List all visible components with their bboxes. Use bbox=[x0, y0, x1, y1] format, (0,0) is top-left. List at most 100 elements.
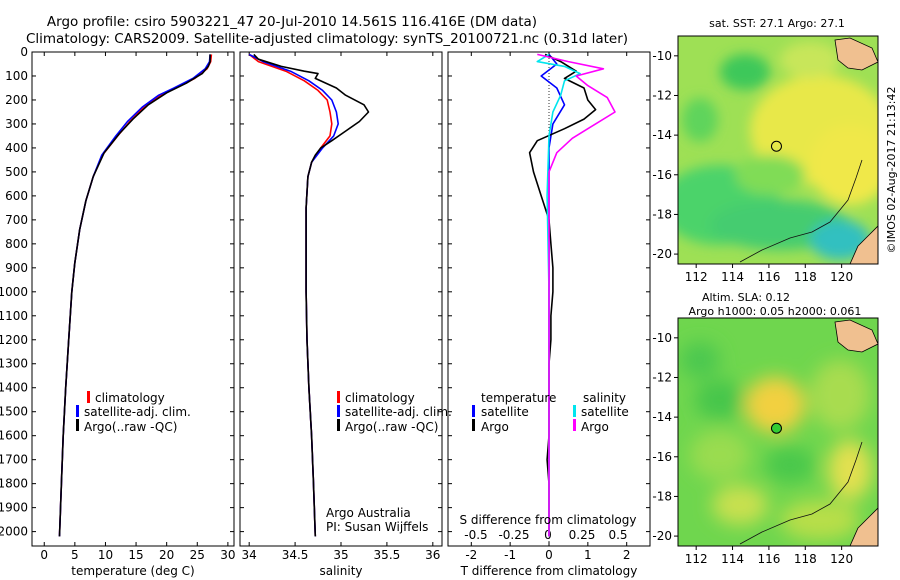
x-tick-label: 34.5 bbox=[282, 548, 309, 562]
x-tick-label: 35.5 bbox=[374, 548, 401, 562]
x-tick-label: 25 bbox=[190, 548, 205, 562]
legend-label: satellite bbox=[481, 405, 529, 419]
s-tick-label: 0.25 bbox=[569, 528, 596, 542]
map-sla-field bbox=[678, 318, 878, 546]
map-sst-island bbox=[834, 37, 878, 71]
map-y-tick-label: -10 bbox=[652, 331, 672, 345]
difference-plot: -2 -1 0 1 2 -0.5 -0.25 0 0.25 0.5 bbox=[464, 52, 631, 562]
depth-tick-label: 1100 bbox=[0, 309, 28, 323]
depth-tick-label: 400 bbox=[5, 141, 28, 155]
map-y-tick-label: -20 bbox=[652, 247, 672, 261]
legend-swatch-argo bbox=[76, 419, 79, 431]
x-tick-label: 15 bbox=[128, 548, 143, 562]
depth-tick-label: 1800 bbox=[0, 477, 28, 491]
salinity-panel-frame bbox=[239, 51, 443, 547]
legend-swatch-sal-argo bbox=[573, 419, 576, 431]
map-sla-axes: 112 114 116 118 120 -10 -12 -14 -16 -18 -20 bbox=[652, 331, 853, 566]
map-y-tick-label: -14 bbox=[652, 410, 672, 424]
map-y-tick-label: -12 bbox=[652, 370, 672, 384]
legend-label: satellite bbox=[581, 405, 629, 419]
series-line-argo-raw-qc- bbox=[253, 53, 370, 537]
legend-label: Argo bbox=[581, 420, 609, 434]
legend-label: climatology bbox=[95, 391, 165, 405]
s-tick-label: -0.5 bbox=[464, 528, 487, 542]
difference-xlabel: T difference from climatology bbox=[460, 564, 638, 578]
x-tick-label: -1 bbox=[504, 548, 516, 562]
series-line-argo-raw-qc- bbox=[58, 54, 211, 537]
depth-tick-label: 1300 bbox=[0, 357, 28, 371]
x-tick-label: 20 bbox=[159, 548, 174, 562]
annotation-pi: PI: Susan Wijffels bbox=[326, 520, 428, 534]
annotation-argo-australia: Argo Australia bbox=[326, 506, 411, 520]
difference-xlabel-top: S difference from climatology bbox=[460, 513, 637, 527]
argo-position-marker bbox=[770, 140, 782, 152]
argo-position-marker bbox=[770, 422, 782, 434]
x-tick-label: -2 bbox=[465, 548, 477, 562]
map-sla-island bbox=[834, 319, 878, 353]
map-sst-contour bbox=[739, 159, 863, 263]
map-x-tick-label: 116 bbox=[757, 270, 780, 284]
map-sst-coast bbox=[849, 225, 878, 264]
depth-tick-label: 2000 bbox=[0, 525, 28, 539]
legend-label: Argo(..raw -QC) bbox=[345, 420, 438, 434]
depth-tick-label: 100 bbox=[5, 69, 28, 83]
x-tick-label: 34 bbox=[242, 548, 257, 562]
depth-tick-label: 200 bbox=[5, 93, 28, 107]
depth-axis: 0 100 200 300 400 500 600 700 800 900 1000 1100 1200… bbox=[0, 45, 650, 539]
temperature-legend: climatology satellite-adj. clim. Argo(..… bbox=[76, 391, 191, 434]
legend-swatch-satellite-adj bbox=[76, 405, 79, 417]
x-tick-label: 0 bbox=[545, 548, 553, 562]
x-tick-label: 36 bbox=[425, 548, 440, 562]
legend-label: satellite-adj. clim. bbox=[345, 405, 452, 419]
legend-swatch-climatology bbox=[337, 391, 340, 403]
depth-tick-label: 900 bbox=[5, 261, 28, 275]
map-sst-axes: 112 114 116 118 120 -10 -12 -14 -16 -18 -20 bbox=[652, 49, 853, 284]
legend-swatch-climatology bbox=[87, 391, 90, 403]
salinity-plot: 34 34.5 35 35.5 36 bbox=[242, 52, 440, 562]
map-sla-frame bbox=[677, 317, 879, 547]
map-sst-title: sat. SST: 27.1 Argo: 27.1 bbox=[709, 17, 845, 30]
map-y-tick-label: -18 bbox=[652, 489, 672, 503]
salinity-legend: climatology satellite-adj. clim. Argo(..… bbox=[337, 391, 452, 434]
map-y-tick-label: -18 bbox=[652, 207, 672, 221]
x-tick-label: 10 bbox=[98, 548, 113, 562]
depth-tick-label: 800 bbox=[5, 237, 28, 251]
legend-swatch-sal-satellite bbox=[573, 405, 576, 417]
legend-swatch-argo bbox=[337, 419, 340, 431]
legend-swatch-temp-argo bbox=[472, 419, 475, 431]
series-line-satellite-adj-clim- bbox=[58, 54, 211, 537]
map-sla-title1: Altim. SLA: 0.12 bbox=[702, 291, 790, 304]
series-line-satellite-adj-clim- bbox=[248, 53, 340, 537]
depth-tick-label: 1000 bbox=[0, 285, 28, 299]
series-line-salinity-satellite bbox=[536, 53, 581, 537]
depth-tick-label: 1200 bbox=[0, 333, 28, 347]
depth-tick-label: 0 bbox=[20, 45, 28, 59]
legend-label: Argo bbox=[481, 420, 509, 434]
depth-tick-label: 1900 bbox=[0, 501, 28, 515]
map-sst-field bbox=[678, 36, 878, 264]
s-tick-label: 0 bbox=[544, 528, 552, 542]
temperature-xlabel: temperature (deg C) bbox=[71, 564, 194, 578]
depth-tick-label: 1700 bbox=[0, 453, 28, 467]
legend-label: climatology bbox=[345, 391, 415, 405]
series-line-salinity-argo bbox=[537, 53, 616, 537]
map-y-tick-label: -10 bbox=[652, 49, 672, 63]
x-tick-label: 1 bbox=[584, 548, 592, 562]
depth-tick-label: 1400 bbox=[0, 381, 28, 395]
header-title-line2: Climatology: CARS2009. Satellite-adjuste… bbox=[26, 31, 628, 47]
depth-tick-label: 300 bbox=[5, 117, 28, 131]
legend-label: satellite-adj. clim. bbox=[84, 405, 191, 419]
legend-swatch-temp-satellite bbox=[472, 405, 475, 417]
depth-tick-label: 1500 bbox=[0, 405, 28, 419]
temperature-panel-frame bbox=[31, 51, 235, 547]
x-tick-label: 30 bbox=[220, 548, 235, 562]
map-x-tick-label: 118 bbox=[794, 270, 817, 284]
map-y-tick-label: -20 bbox=[652, 529, 672, 543]
series-line-climatology bbox=[58, 54, 213, 537]
map-x-tick-label: 112 bbox=[685, 552, 708, 566]
x-tick-label: 2 bbox=[623, 548, 631, 562]
header-title-line1: Argo profile: csiro 5903221_47 20-Jul-20… bbox=[47, 14, 537, 30]
depth-tick-label: 500 bbox=[5, 165, 28, 179]
legend-label: Argo(..raw -QC) bbox=[84, 420, 177, 434]
